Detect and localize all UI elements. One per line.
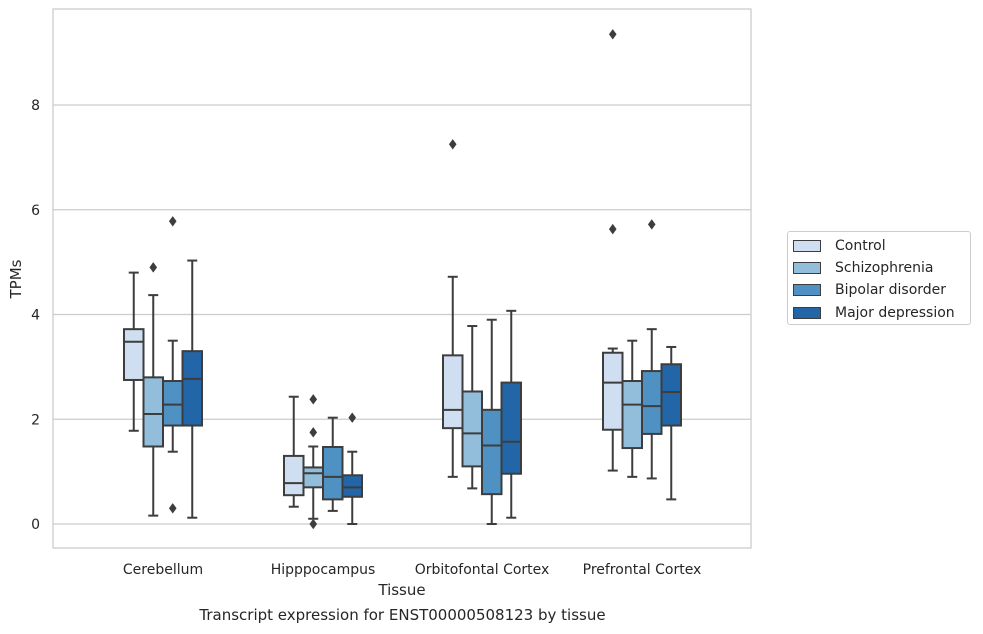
iqr-box — [123, 328, 145, 381]
outlier-point — [608, 223, 617, 235]
outlier-point — [149, 262, 158, 273]
box-bipolar-disorder-orbitofontal-cortex — [481, 318, 503, 525]
x-tick-label-prefrontal-cortex: Prefrontal Cortex — [583, 562, 702, 578]
legend-item-bipolar-disorder: Bipolar disorder — [793, 281, 946, 299]
y-tick-label-0: 0 — [31, 517, 40, 533]
box-control-prefrontal-cortex — [602, 29, 624, 472]
outlier-point — [309, 394, 318, 405]
iqr-box — [322, 446, 344, 501]
y-tick-label-6: 6 — [31, 203, 40, 219]
x-tick-labels: Cerebellum Hipppocampus Orbitofontal Corte… — [123, 562, 701, 578]
box-major-depression-hipppocampus — [341, 412, 363, 525]
iqr-box — [500, 381, 522, 475]
outlier-point — [168, 503, 177, 514]
legend-label-control: Control — [835, 238, 886, 254]
iqr-box — [283, 454, 305, 497]
iqr-box — [442, 354, 464, 430]
x-tick-label-cerebellum: Cerebellum — [123, 562, 203, 578]
outlier-point — [608, 29, 617, 40]
box-control-orbitofontal-cortex — [442, 139, 464, 478]
legend-item-schizophrenia: Schizophrenia — [793, 259, 933, 277]
box-bipolar-disorder-cerebellum — [162, 216, 184, 514]
x-tick-label-hipppocampus: Hipppocampus — [271, 562, 376, 578]
iqr-box — [641, 370, 663, 435]
box-bipolar-disorder-hipppocampus — [322, 416, 344, 512]
legend-swatch-bipolar-disorder — [793, 284, 821, 296]
box-major-depression-orbitofontal-cortex — [500, 309, 522, 519]
iqr-box — [660, 363, 682, 427]
outlier-point — [448, 139, 457, 150]
box-schizophrenia-cerebellum — [142, 262, 164, 517]
box-groups — [123, 29, 682, 530]
y-axis-label: TPMs — [7, 259, 25, 299]
outlier-point — [647, 219, 656, 230]
outlier-point — [168, 216, 177, 227]
iqr-box — [621, 380, 643, 450]
iqr-box — [602, 351, 624, 431]
box-schizophrenia-orbitofontal-cortex — [461, 325, 483, 490]
legend-label-major-depression: Major depression — [835, 305, 955, 321]
iqr-box — [461, 390, 483, 468]
legend-swatch-major-depression — [793, 307, 821, 319]
legend: Control Schizophrenia Bipolar disorder M… — [787, 231, 971, 325]
legend-item-control: Control — [793, 237, 886, 255]
box-bipolar-disorder-prefrontal-cortex — [641, 219, 663, 480]
iqr-box — [341, 474, 363, 498]
box-major-depression-cerebellum — [181, 259, 203, 519]
iqr-box — [481, 408, 503, 496]
chart-caption: Transcript expression for ENST0000050812… — [199, 606, 606, 624]
box-schizophrenia-prefrontal-cortex — [621, 339, 643, 478]
box-control-cerebellum — [123, 271, 145, 432]
outlier-point — [309, 427, 318, 438]
box-schizophrenia-hipppocampus — [302, 394, 324, 530]
iqr-box — [142, 376, 164, 448]
legend-item-major-depression: Major depression — [793, 304, 955, 322]
box-major-depression-prefrontal-cortex — [660, 345, 682, 501]
iqr-box — [302, 466, 324, 489]
x-tick-label-orbitofontal-cortex: Orbitofontal Cortex — [415, 562, 550, 578]
y-tick-labels: 0 2 4 6 8 — [31, 98, 40, 533]
gridlines — [53, 104, 751, 525]
legend-label-bipolar-disorder: Bipolar disorder — [835, 282, 947, 298]
iqr-box — [162, 380, 184, 427]
legend-swatch-schizophrenia — [793, 262, 821, 274]
legend-swatch-control — [793, 240, 821, 252]
x-axis-label: Tissue — [377, 581, 425, 599]
y-tick-label-2: 2 — [31, 412, 40, 428]
y-tick-label-8: 8 — [31, 98, 40, 114]
outlier-point — [348, 412, 357, 423]
y-tick-label-4: 4 — [31, 308, 40, 324]
outlier-point — [309, 518, 318, 530]
plot-area-frame — [52, 8, 752, 549]
iqr-box — [181, 350, 203, 427]
box-control-hipppocampus — [283, 395, 305, 508]
legend-label-schizophrenia: Schizophrenia — [835, 260, 934, 276]
